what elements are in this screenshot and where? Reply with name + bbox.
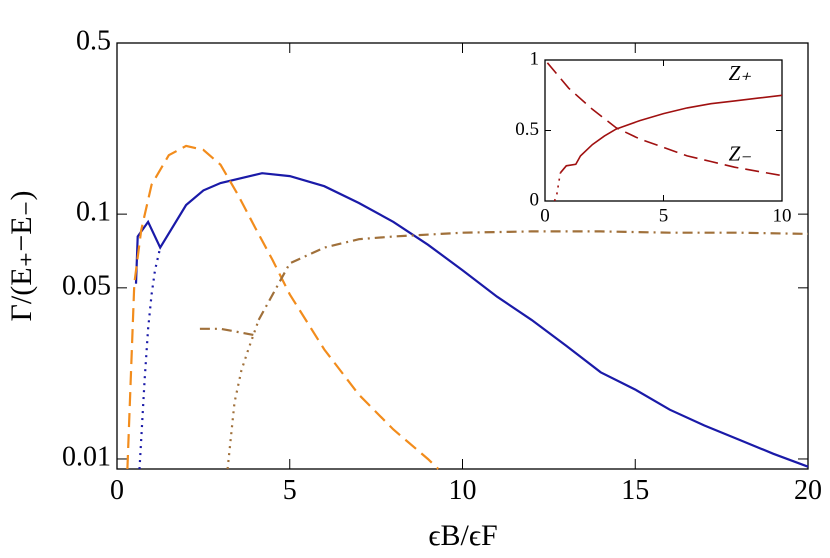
y-tick-label: 0.05 xyxy=(62,270,111,301)
series-line xyxy=(559,94,783,174)
y-tick-label: 0.5 xyxy=(76,25,111,56)
x-axis-label: ϵB/ϵF xyxy=(428,519,497,552)
y-tick-label: 1 xyxy=(530,48,540,69)
x-tick-label: 0 xyxy=(540,206,550,227)
x-tick-label: 5 xyxy=(283,475,297,506)
y-tick-label: 0 xyxy=(530,189,540,210)
x-tick-label: 10 xyxy=(773,206,792,227)
series-line xyxy=(553,172,562,202)
y-tick-label: 0.1 xyxy=(76,197,111,228)
y-axis-label: Γ/(E₊−E₋) xyxy=(5,191,38,322)
x-tick-label: 15 xyxy=(621,475,649,506)
series-line xyxy=(199,327,256,337)
series-line xyxy=(138,247,162,470)
x-tick-label: 10 xyxy=(449,475,477,506)
x-tick-label: 20 xyxy=(794,475,822,506)
x-tick-label: 5 xyxy=(659,206,669,227)
series-line xyxy=(546,62,783,177)
series-line xyxy=(257,230,809,321)
series-line xyxy=(126,144,440,470)
x-tick-label: 0 xyxy=(110,475,124,506)
y-tick-label: 0.01 xyxy=(62,441,111,472)
series-label: Z₋ xyxy=(729,141,752,165)
series-label: Z₊ xyxy=(729,61,752,85)
y-tick-label: 0.5 xyxy=(515,119,539,140)
series-line xyxy=(134,172,809,468)
series-line xyxy=(226,319,260,470)
